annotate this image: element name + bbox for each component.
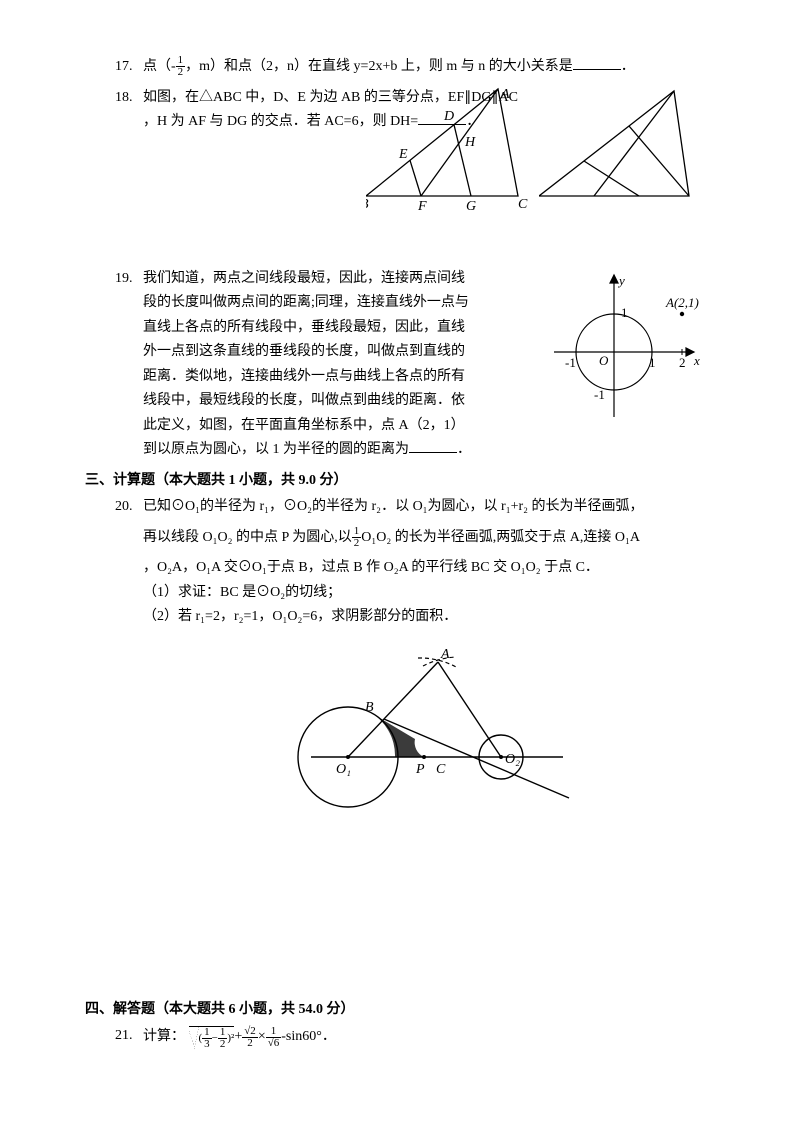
q20: 20. 已知⊙O₁的半径为 r₁，⊙O₂的半径为 r₂．以 O₁为圆心，以 r₁… [115, 495, 704, 816]
lbl-1x: 1 [649, 355, 656, 370]
q18-l1: 如图，在△ABC 中，D、E 为边 AB 的三等分点，EF∥DG∥AC [143, 90, 518, 105]
lbl-y: y [617, 273, 625, 288]
section-3: 三、计算题（本大题共 1 小题，共 9.0 分） [85, 469, 704, 494]
q19-body: 我们知道，两点之间线段最短，因此，连接两点间线 段的长度叫做两点间的距离;同理，… [143, 267, 704, 463]
shaded-region [368, 711, 424, 757]
lbl-m1x: -1 [565, 355, 576, 370]
lbl-E: E [398, 147, 408, 162]
lbl-x: x [693, 353, 700, 368]
q21-plus: + [234, 1029, 242, 1044]
q20-p1: 已知⊙O₁的半径为 r₁，⊙O₂的半径为 r₂．以 O₁为圆心，以 r₁+r₂ … [143, 495, 704, 520]
q17-tb: ，m）和点（2，n）在直线 y=2x+b 上，则 m 与 n 的大小关系是 [185, 59, 573, 74]
q19-l5: 线段中，最短线段的长度，叫做点到曲线的距离．依 [143, 393, 465, 408]
q21-trig: -sin60° [281, 1029, 322, 1044]
q18-l2a: ，H 为 AF 与 DG 的交点．若 AC=6，则 DH= [143, 114, 418, 129]
q21-num: 21. [115, 1024, 143, 1049]
q18-l2b: ． [466, 114, 480, 129]
q19-num: 19. [115, 267, 143, 292]
q20-p2b: O₁O₂ 的长为半径画弧,两弧交于点 A,连接 O₁A [361, 530, 640, 545]
q19-l1: 段的长度叫做两点间的距离;同理，连接直线外一点与 [143, 295, 469, 310]
section-4: 四、解答题（本大题共 6 小题，共 54.0 分） [85, 998, 704, 1023]
q18: 18. [115, 86, 704, 261]
q21-fr4: 1√6 [266, 1026, 282, 1049]
q20-num: 20. [115, 495, 143, 520]
q19-l2: 直线上各点的所有线段中，垂线段最短，因此，直线 [143, 320, 465, 335]
lbl20-P: P [415, 762, 425, 777]
lbl-1y: 1 [621, 305, 628, 320]
q17-blank [573, 55, 621, 70]
lbl-H: H [464, 135, 476, 150]
q17-num: 17. [115, 55, 143, 80]
lbl-F: F [417, 199, 427, 211]
q17: 17. 点（-12，m）和点（2，n）在直线 y=2x+b 上，则 m 与 n … [115, 55, 704, 80]
q21-fr3: √22 [242, 1026, 258, 1049]
q19-l6: 此定义，如图，在平面直角坐标系中，点 A（2，1） [143, 418, 465, 433]
lbl-A21: A(2,1) [665, 295, 699, 310]
q21-end: ． [322, 1029, 336, 1044]
q20-p3: ，O₂A，O₁A 交⊙O₁于点 B，过点 B 作 O₂A 的平行线 BC 交 O… [143, 556, 704, 581]
q20-body: 已知⊙O₁的半径为 r₁，⊙O₂的半径为 r₂．以 O₁为圆心，以 r₁+r₂ … [143, 495, 704, 816]
q19-l3: 外一点到这条直线的垂线段的长度，叫做点到直线的 [143, 344, 465, 359]
q18-body: A B C D E F G H 如图，在△ABC 中，D、E 为边 AB 的三等… [143, 86, 704, 261]
q19-blank [409, 438, 457, 453]
lbl20-A: A [440, 647, 450, 662]
q19-lb: ． [457, 442, 471, 457]
q21-fr2: 12 [218, 1027, 228, 1050]
q20-figure: A B O₁ P C O₂ [273, 638, 573, 808]
lbl-B: B [366, 197, 369, 211]
lbl20-O2: O₂ [505, 752, 520, 767]
lbl-O: O [599, 353, 609, 368]
q21-times: × [258, 1029, 266, 1044]
lbl-2x: 2 [679, 355, 686, 370]
point-A [680, 311, 684, 315]
lbl-m1y: -1 [594, 387, 605, 402]
q17-tc: ． [621, 59, 635, 74]
lbl20-C: C [436, 762, 446, 777]
lbl-G: G [466, 199, 476, 211]
q17-frac: 12 [176, 55, 186, 78]
q19-l0: 我们知道，两点之间线段最短，因此，连接两点间线 [143, 271, 465, 286]
q21-body: 计算： (13−12)² +√22×1√6-sin60°． [143, 1024, 704, 1050]
q19-text: 我们知道，两点之间线段最短，因此，连接两点间线 段的长度叫做两点间的距离;同理，… [143, 267, 554, 439]
q21-fr1: 13 [202, 1027, 212, 1050]
q18-blank [418, 110, 466, 125]
lbl20-O1: O₁ [336, 762, 351, 777]
q20-s2: （2）若 r₁=2，r₂=1，O₁O₂=6，求阴影部分的面积． [143, 605, 704, 630]
q20-p2a: 再以线段 O₁O₂ 的中点 P 为圆心,以 [143, 530, 352, 545]
q21-sqrt: (13−12)² [189, 1026, 235, 1050]
q19-l4: 距离．类似地，连接曲线外一点与曲线上各点的所有 [143, 369, 465, 384]
q18-figure [539, 86, 704, 211]
q19-la: 到以原点为圆心，以 1 为半径的圆的距离为 [143, 442, 409, 457]
q20-s1: （1）求证：BC 是⊙O₂的切线； [143, 581, 704, 606]
q19: 19. 我们知道，两点之间线段最短，因此，连接两点间线 段的长度叫做两点间的距离… [115, 267, 704, 463]
q18-num: 18. [115, 86, 143, 111]
lbl20-B: B [365, 700, 374, 715]
q21-label: 计算： [143, 1029, 185, 1044]
q19-figure: y x O A(2,1) -1 1 2 1 -1 [554, 267, 704, 417]
lbl-C: C [518, 197, 528, 211]
q17-body: 点（-12，m）和点（2，n）在直线 y=2x+b 上，则 m 与 n 的大小关… [143, 55, 704, 80]
q21: 21. 计算： (13−12)² +√22×1√6-sin60°． [115, 1024, 704, 1050]
q17-ta: 点（- [143, 59, 176, 74]
q21-rp: )² [227, 1032, 234, 1044]
q20-frac: 12 [352, 526, 362, 549]
